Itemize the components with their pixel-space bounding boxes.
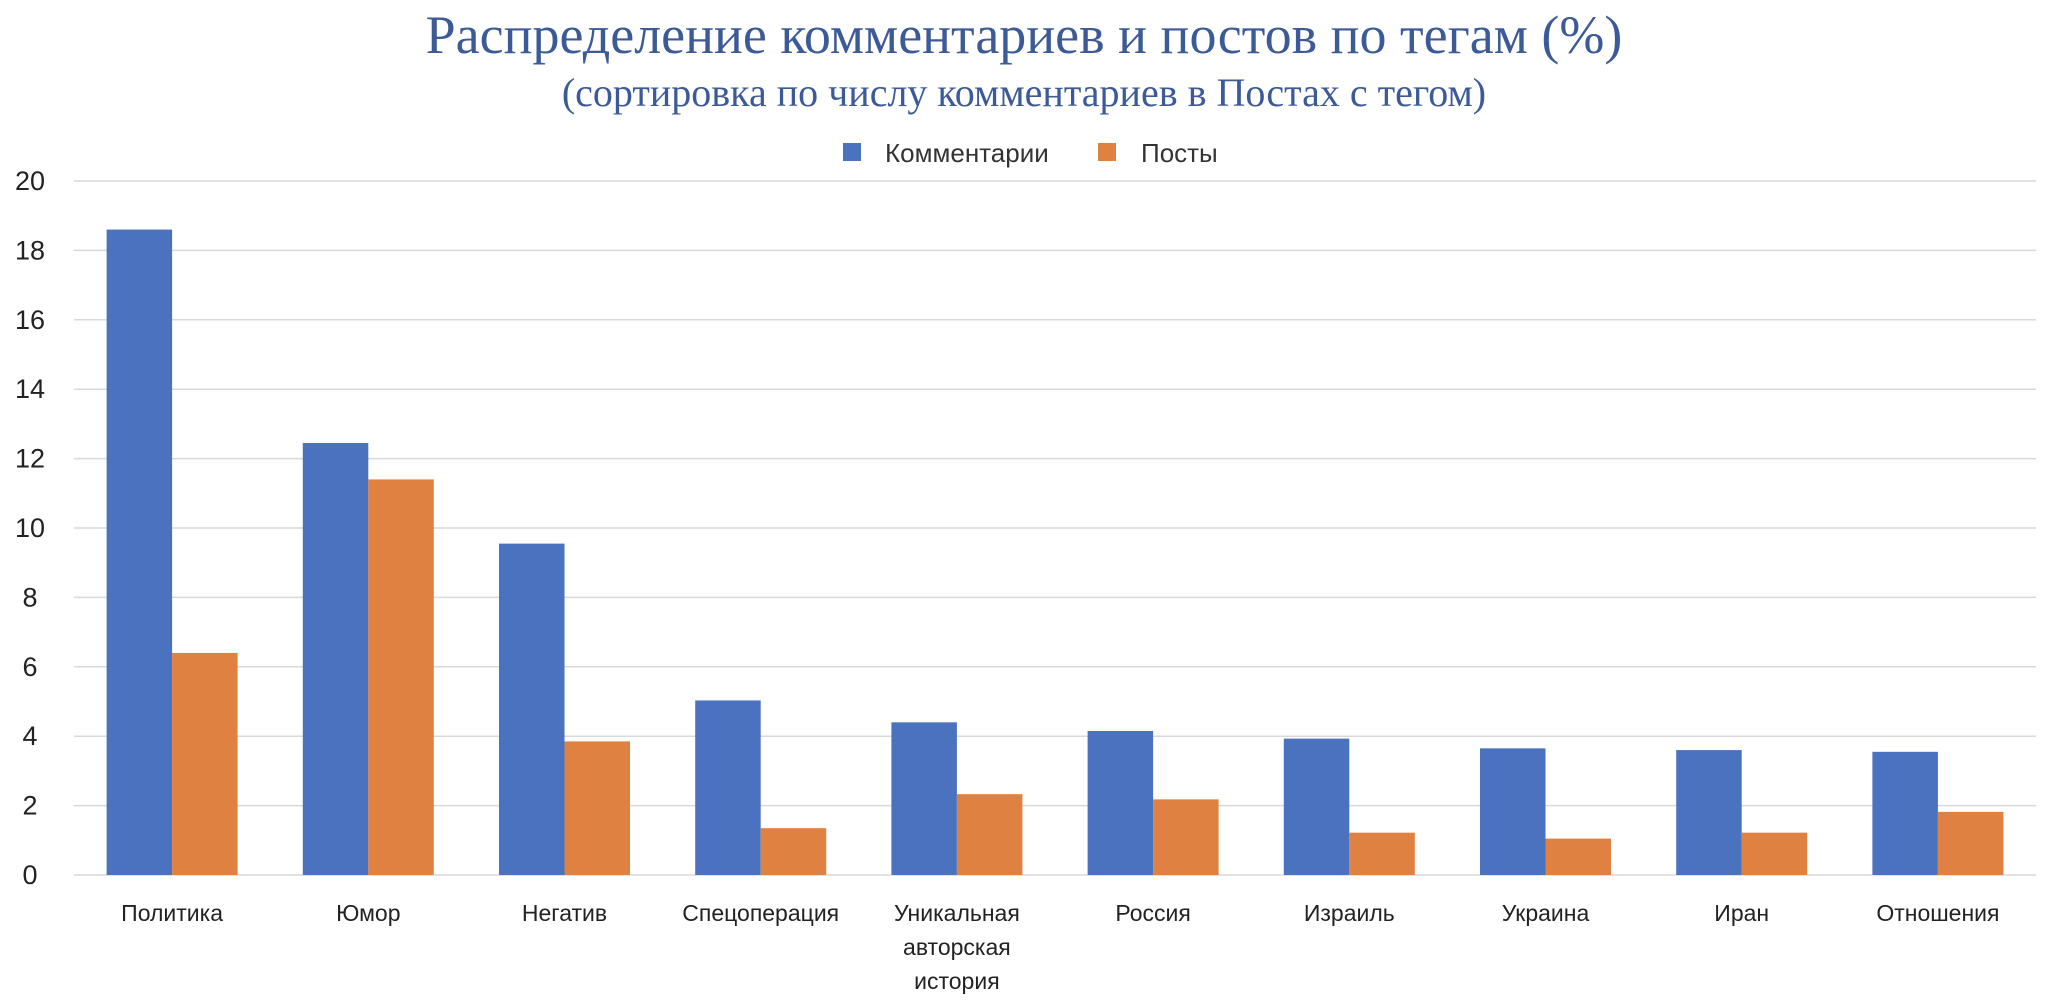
x-tick-label-line: Украина (1502, 900, 1590, 926)
bar-posts-5 (1153, 799, 1219, 875)
y-tick-label: 18 (15, 235, 45, 265)
y-tick-label: 8 (22, 582, 37, 612)
bar-posts-4 (956, 794, 1023, 875)
bars (106, 229, 2004, 875)
y-axis-ticks: 0 2 4 6 8 10 12 14 16 18 20 (15, 166, 45, 890)
x-tick-label: Россия (1115, 900, 1190, 926)
chart-title: Распределение комментариев и постов по т… (426, 5, 1623, 65)
x-axis-labels: Политика Юмор Негатив Спецоперация Уникальна… (121, 900, 1999, 994)
bar-comments-1 (302, 442, 369, 875)
x-tick-label-line: Негатив (522, 900, 607, 926)
y-tick-label: 0 (22, 860, 37, 890)
bar-comments-7 (1480, 748, 1546, 875)
bar-posts-6 (1349, 832, 1415, 875)
y-tick-label: 20 (15, 166, 45, 196)
x-tick-label: Израиль (1304, 900, 1395, 926)
bar-posts-3 (760, 828, 827, 875)
x-tick-label-line: Уникальная (894, 900, 1020, 926)
chart-subtitle: (сортировка по числу комментариев в Пост… (562, 70, 1486, 115)
y-tick-label: 10 (15, 513, 45, 543)
x-tick-label: Украина (1502, 900, 1590, 926)
legend-swatch-posts (1098, 143, 1116, 161)
bar-posts-2 (564, 741, 630, 875)
y-tick-label: 14 (15, 374, 45, 404)
y-tick-label: 6 (22, 652, 37, 682)
y-tick-label: 2 (22, 791, 37, 821)
bar-comments-0 (106, 229, 173, 875)
bar-posts-9 (1937, 811, 2004, 875)
x-tick-label-line: Израиль (1304, 900, 1395, 926)
legend-label-posts: Посты (1141, 138, 1218, 168)
x-tick-label-line: история (914, 968, 1000, 994)
x-tick-label: Негатив (522, 900, 607, 926)
x-tick-label-line: Россия (1115, 900, 1190, 926)
y-tick-label: 16 (15, 305, 45, 335)
x-tick-label: Спецоперация (682, 900, 839, 926)
x-tick-label-line: Политика (121, 900, 223, 926)
bar-comments-3 (695, 700, 761, 875)
x-tick-label: Отношения (1876, 900, 1999, 926)
x-tick-label: Уникальная авторская история (894, 900, 1020, 994)
bar-comments-8 (1676, 750, 1742, 875)
y-tick-label: 4 (22, 721, 37, 751)
x-tick-label-line: Отношения (1876, 900, 1999, 926)
bar-comments-4 (891, 722, 957, 875)
bar-comments-5 (1087, 730, 1154, 875)
bar-comments-9 (1872, 751, 1938, 875)
bar-comments-6 (1283, 738, 1350, 875)
legend-label-comments: Комментарии (885, 138, 1049, 168)
x-tick-label-line: Юмор (336, 900, 400, 926)
bar-posts-7 (1545, 838, 1611, 875)
bar-posts-8 (1741, 832, 1808, 875)
bar-posts-0 (172, 652, 238, 875)
x-tick-label-line: Иран (1714, 900, 1769, 926)
x-tick-label-line: Спецоперация (682, 900, 839, 926)
legend: Комментарии Посты (843, 138, 1218, 168)
x-tick-label: Политика (121, 900, 223, 926)
legend-swatch-comments (843, 143, 861, 161)
x-tick-label: Юмор (336, 900, 400, 926)
x-tick-label-line: авторская (903, 934, 1011, 960)
x-tick-label: Иран (1714, 900, 1769, 926)
bar-comments-2 (499, 543, 565, 875)
y-tick-label: 12 (15, 444, 45, 474)
bar-posts-1 (368, 479, 434, 875)
